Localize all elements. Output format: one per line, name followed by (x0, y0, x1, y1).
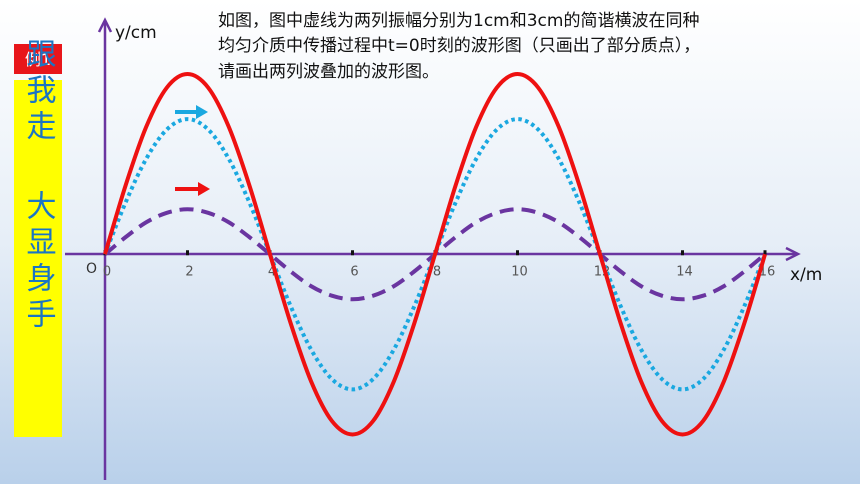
x-tick-label: 2 (185, 264, 193, 279)
origin-label: O (86, 261, 97, 277)
x-tick-label: 0 (103, 264, 111, 279)
title-line: 均匀介质中传播过程中t=0时刻的波形图（只画出了部分质点）， (218, 36, 700, 56)
title-line: 请画出两列波叠加的波形图。 (218, 62, 439, 82)
x-tick-label: 14 (676, 264, 693, 279)
example-label: 例1 (25, 50, 51, 69)
title: 如图，图中虚线为两列振幅分别为1cm和3cm的简谐横波在同种 均匀介质中传播过程… (218, 11, 700, 82)
x-tick-label: 10 (511, 264, 528, 279)
side-text: 跟我走 (21, 38, 56, 146)
x-tick-label: 4 (268, 264, 276, 279)
x-tick-label: 6 (350, 264, 358, 279)
arrow-head (196, 105, 208, 119)
side-text: 大显身手 (21, 190, 56, 334)
y-arrow (97, 17, 113, 33)
x-axis-label: x/m (790, 265, 822, 285)
side-box (14, 80, 62, 437)
x-arrow (785, 246, 801, 262)
wave (103, 72, 767, 437)
wave (103, 117, 767, 392)
y-axis-label: y/cm (115, 23, 157, 43)
arrow-head (198, 182, 210, 196)
label-box (14, 44, 62, 74)
x-tick-label: 8 (433, 264, 441, 279)
title-line: 如图，图中虚线为两列振幅分别为1cm和3cm的简谐横波在同种 (218, 11, 699, 31)
